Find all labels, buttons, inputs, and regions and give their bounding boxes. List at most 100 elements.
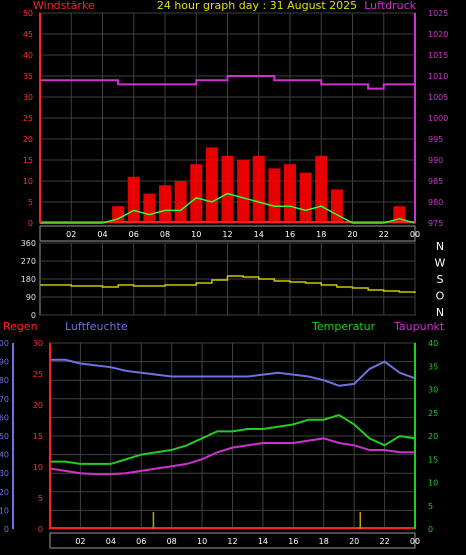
pressure-point — [336, 83, 338, 86]
humidity-axis-ticks: 0 10 20 30 40 50 60 70 80 90 100 — [0, 339, 9, 534]
time-tick-label: 22 — [379, 537, 389, 546]
pressure-point — [289, 79, 291, 81]
pressure-point — [257, 75, 260, 77]
time-tick-label: 04 — [106, 537, 116, 546]
pressure-point — [211, 79, 213, 81]
pressure-point — [132, 83, 135, 86]
humidity-tick-label: 10 — [0, 506, 9, 515]
wind-direction-series — [40, 275, 416, 293]
wind-tick-label: 30 — [23, 93, 33, 102]
temperature-tick-label: 0 — [428, 525, 433, 534]
humidity-tick-label: 90 — [0, 358, 9, 367]
wind-axis-ticks: 0 5 10 15 20 25 30 35 40 45 50 — [23, 9, 33, 228]
compass-label: S — [437, 273, 444, 286]
time-tick-label: 22 — [379, 230, 389, 239]
wind-tick-label: 35 — [23, 72, 33, 81]
pressure-point — [367, 87, 369, 90]
gust-bar — [143, 193, 156, 223]
wind-tick-label: 5 — [28, 198, 33, 207]
time-tick-label: 18 — [316, 230, 326, 239]
direction-degree-label: 0 — [31, 311, 36, 320]
wind-tick-label: 50 — [23, 9, 33, 18]
chart-title: 24 hour graph day : 31 August 2025 — [157, 0, 357, 12]
pressure-tick-label: 1015 — [428, 51, 448, 60]
temperature-tick-label: 40 — [428, 339, 438, 348]
humidity-tick-label: 40 — [0, 451, 9, 460]
time-tick-label: 18 — [319, 537, 329, 546]
time-tick-label: 14 — [254, 230, 264, 239]
pressure-point — [164, 83, 166, 86]
time-tick-label: 02 — [66, 230, 76, 239]
time-tick-label: 08 — [160, 230, 170, 239]
time-tick-label: 16 — [288, 537, 298, 546]
gust-bar — [237, 160, 250, 223]
temperature-tick-label: 10 — [428, 479, 438, 488]
gust-bar — [159, 185, 171, 223]
pressure-tick-label: 1025 — [428, 9, 448, 18]
wind-tick-label: 0 — [28, 219, 33, 228]
compass-label: N — [436, 306, 444, 319]
pressure-tick-label: 1020 — [428, 30, 448, 39]
gust-bar — [221, 155, 234, 223]
gust-bar — [127, 176, 140, 223]
humidity-tick-label: 30 — [0, 469, 9, 478]
time-axis-bottom-labels: 02 04 06 08 10 12 14 16 18 20 22 00 — [75, 537, 420, 546]
climate-series — [49, 358, 416, 529]
time-tick-label: 10 — [191, 230, 201, 239]
pressure-point — [86, 79, 88, 81]
pressure-point — [242, 75, 244, 77]
rain-tick-label: 25 — [33, 370, 43, 379]
time-tick-label: 20 — [347, 230, 357, 239]
wind-direction-line — [40, 275, 416, 293]
time-tick-label: 04 — [97, 230, 107, 239]
rain-axis-title: Regen — [3, 320, 38, 333]
time-tick-label: 12 — [222, 230, 232, 239]
pressure-axis-title: Luftdruck — [364, 0, 416, 12]
time-tick-label: 16 — [285, 230, 295, 239]
gust-bar — [268, 168, 281, 223]
pressure-point — [351, 83, 354, 86]
time-tick-label: 00 — [410, 230, 420, 239]
humidity-tick-label: 50 — [0, 432, 9, 441]
gust-bar — [315, 155, 328, 223]
time-tick-label: 14 — [258, 537, 268, 546]
humidity-tick-label: 0 — [4, 525, 9, 534]
dewpoint-line — [49, 437, 415, 476]
pressure-point — [54, 79, 57, 81]
temperature-tick-label: 30 — [428, 386, 438, 395]
direction-degree-label: 180 — [21, 275, 36, 284]
pressure-tick-label: 1010 — [428, 72, 448, 81]
rain-tick-label: 10 — [33, 463, 43, 472]
pressure-point — [117, 83, 119, 86]
wind-tick-label: 15 — [23, 156, 33, 165]
gust-bar — [112, 206, 125, 223]
rain-tick-label: 5 — [38, 494, 43, 503]
humidity-tick-label: 100 — [0, 339, 9, 348]
temperature-tick-label: 35 — [428, 362, 438, 371]
temperature-axis-title: Temperatur — [311, 320, 376, 333]
pressure-tick-label: 995 — [428, 135, 443, 144]
rain-tick-label: 15 — [33, 432, 43, 441]
time-tick-label: 12 — [227, 537, 237, 546]
direction-degree-label: 360 — [21, 239, 36, 248]
wind-axis-title: Windstärke — [33, 0, 95, 12]
humidity-tick-label: 60 — [0, 413, 9, 422]
pressure-point — [101, 79, 104, 81]
rain-tick-label: 0 — [38, 525, 43, 534]
pressure-point — [226, 75, 229, 77]
time-tick-label: 20 — [349, 537, 359, 546]
temperature-line — [50, 413, 416, 465]
climate-grid — [50, 342, 416, 530]
humidity-tick-label: 70 — [0, 395, 9, 404]
pressure-tick-label: 975 — [428, 219, 443, 228]
time-tick-label: 10 — [197, 537, 207, 546]
wind-direction-degree-ticks: 0 90 180 270 360 — [21, 239, 36, 320]
gust-bar — [252, 155, 265, 223]
rain-axis-ticks: 0 5 10 15 20 25 30 — [33, 339, 43, 534]
time-axis-top-labels: 02 04 06 08 10 12 14 16 18 20 22 00 — [66, 230, 420, 239]
temperature-tick-label: 5 — [428, 502, 433, 511]
time-tick-label: 00 — [410, 537, 420, 546]
pressure-point — [382, 83, 385, 86]
pressure-point — [179, 83, 182, 86]
